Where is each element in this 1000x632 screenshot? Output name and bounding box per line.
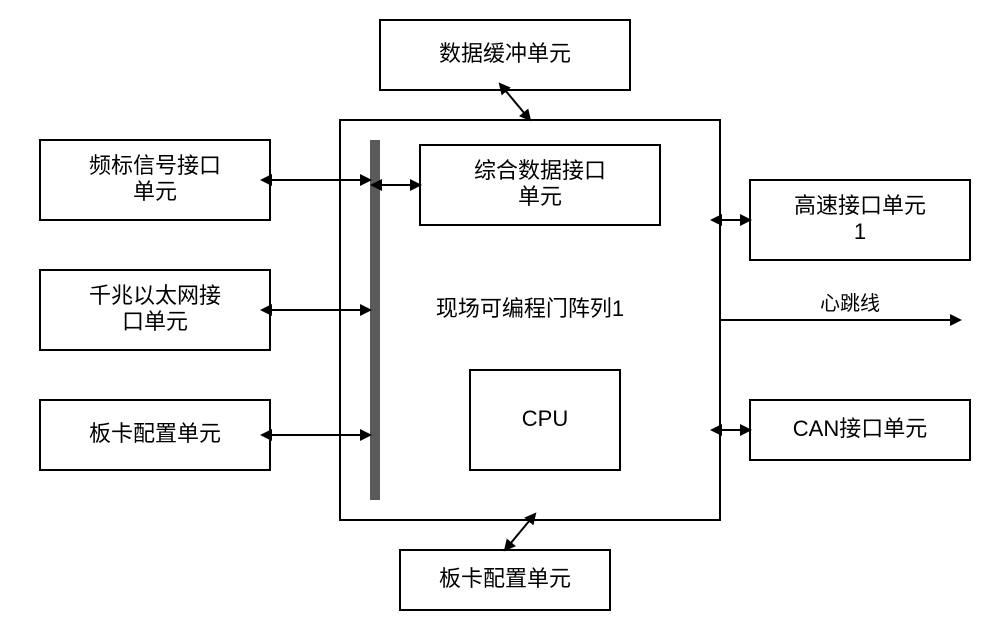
freq-signal-interface-box-label: 单元 [133, 179, 177, 204]
can-interface-box: CAN接口单元 [750, 400, 970, 460]
cpu-box-label: CPU [522, 406, 568, 431]
high-speed-interface-box-label: 1 [854, 219, 866, 244]
board-config-bottom-box-label: 板卡配置单元 [439, 566, 571, 591]
fpga-label: 现场可编程门阵列1 [436, 296, 624, 321]
integrated-data-interface-box-label: 综合数据接口 [474, 158, 606, 183]
board-config-left-box: 板卡配置单元 [40, 400, 270, 470]
can-interface-box-label: CAN接口单元 [793, 416, 927, 441]
cpu-box: CPU [470, 370, 620, 470]
gigabit-ethernet-box: 千兆以太网接口单元 [40, 270, 270, 350]
freq-signal-interface-box: 频标信号接口单元 [40, 140, 270, 220]
gigabit-ethernet-box-label: 千兆以太网接 [89, 283, 221, 308]
freq-signal-interface-box-label: 频标信号接口 [89, 153, 221, 178]
heartbeat-label: 心跳线 [820, 292, 880, 315]
fpga-internal-bus-bar [370, 140, 380, 500]
data-buffer-box-label: 数据缓冲单元 [439, 41, 571, 66]
data-buffer-box: 数据缓冲单元 [380, 20, 630, 90]
diagram-canvas: 综合数据接口单元CPU现场可编程门阵列1数据缓冲单元频标信号接口单元千兆以太网接… [0, 0, 1000, 632]
connector-7 [505, 520, 530, 550]
integrated-data-interface-box: 综合数据接口单元 [420, 145, 660, 225]
board-config-bottom-box: 板卡配置单元 [400, 550, 610, 610]
high-speed-interface-box: 高速接口单元1 [750, 180, 970, 260]
integrated-data-interface-box-label: 单元 [518, 184, 562, 209]
gigabit-ethernet-box-label: 口单元 [122, 309, 188, 334]
board-config-left-box-label: 板卡配置单元 [89, 421, 221, 446]
high-speed-interface-box-label: 高速接口单元 [794, 193, 926, 218]
connector-0 [505, 90, 530, 120]
